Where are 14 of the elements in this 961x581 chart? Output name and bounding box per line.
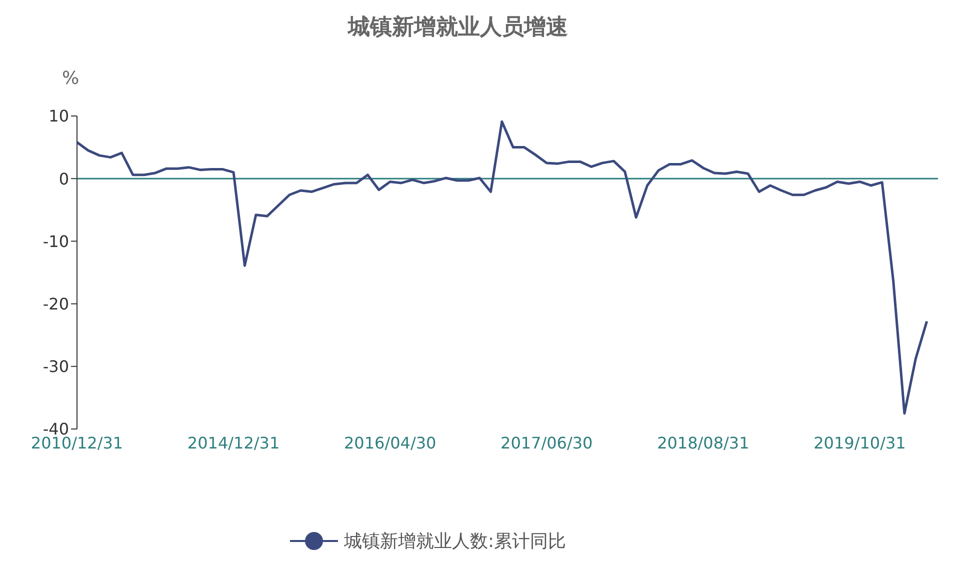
y-tick-label: -20 <box>42 294 69 314</box>
x-tick-label: 2017/06/30 <box>500 433 593 452</box>
x-tick-label: 2019/10/31 <box>814 433 906 452</box>
y-tick-label: 0 <box>58 169 69 188</box>
y-tick-label: -10 <box>42 232 69 251</box>
y-tick-label: -30 <box>42 357 69 376</box>
x-tick-label: 2018/08/31 <box>657 433 750 452</box>
chart-title: 城镇新增就业人员增速 <box>346 14 569 42</box>
x-tick-label: 2016/04/30 <box>344 433 436 452</box>
legend-label: 城镇新增就业人数:累计同比 <box>344 530 566 553</box>
line-series <box>77 120 928 415</box>
y-tick-label: 10 <box>48 106 69 126</box>
y-axis-title: % <box>62 68 80 89</box>
x-tick-label: 2014/12/31 <box>187 433 280 452</box>
